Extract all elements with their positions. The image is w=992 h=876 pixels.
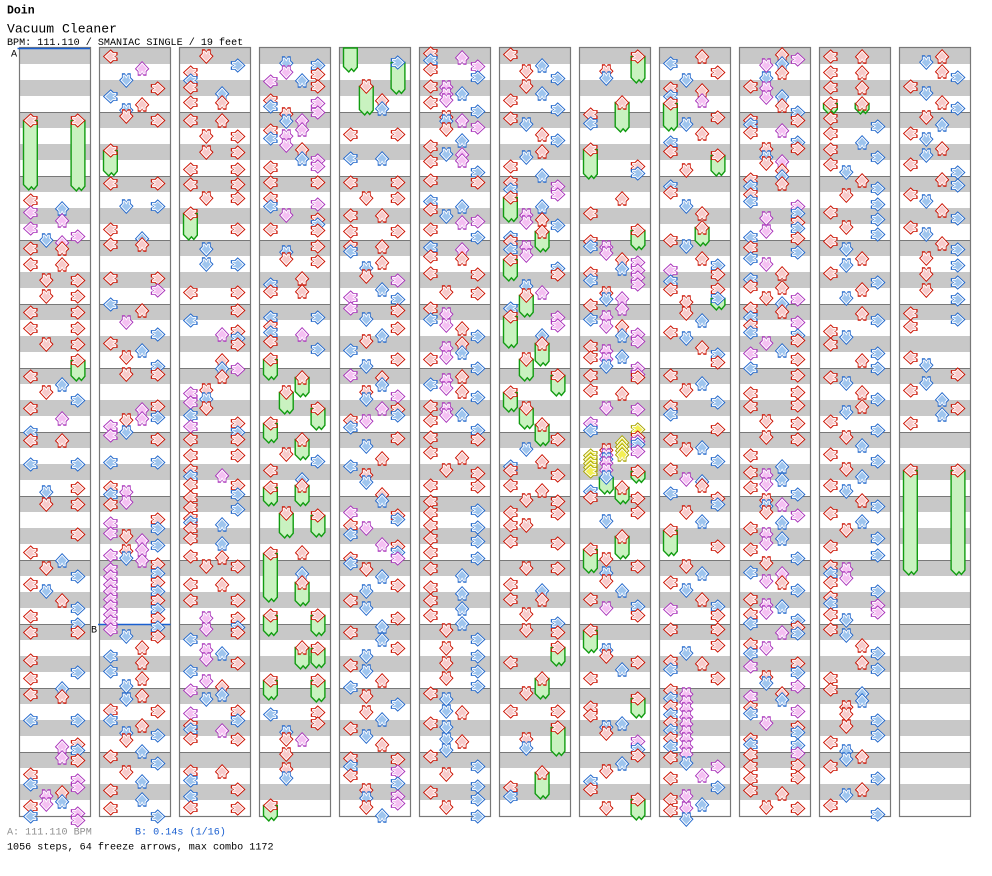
svg-text:B: 0.14s (1/16): B: 0.14s (1/16) (135, 827, 226, 839)
svg-text:1056 steps, 64 freeze arrows,: 1056 steps, 64 freeze arrows, max combo … (7, 842, 274, 854)
svg-text:A: 111.110 BPM: A: 111.110 BPM (7, 828, 92, 839)
svg-text:Vacuum Cleaner: Vacuum Cleaner (7, 22, 117, 37)
svg-text:A: A (11, 50, 18, 61)
svg-text:BPM: 111.110 / SMANIAC SINGLE: BPM: 111.110 / SMANIAC SINGLE / 19 feet (7, 37, 243, 49)
svg-text:B: B (91, 626, 97, 637)
svg-text:Doin: Doin (7, 5, 35, 18)
